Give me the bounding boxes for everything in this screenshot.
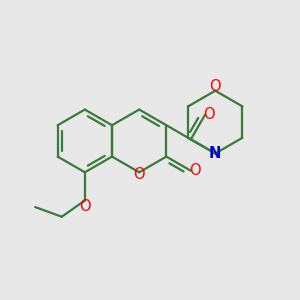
Text: O: O: [134, 167, 145, 182]
Text: O: O: [79, 199, 91, 214]
Text: O: O: [189, 163, 201, 178]
Text: O: O: [209, 79, 221, 94]
Text: O: O: [203, 107, 215, 122]
Text: N: N: [209, 146, 221, 161]
